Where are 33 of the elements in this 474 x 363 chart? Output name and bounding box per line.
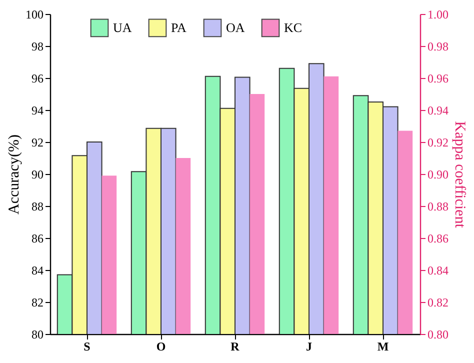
x-tick-label: J bbox=[306, 340, 312, 354]
y2-tick-label: 0.80 bbox=[428, 328, 448, 342]
y-tick-label: 92 bbox=[32, 136, 44, 150]
x-tick-label: O bbox=[156, 340, 166, 354]
y-tick-label: 94 bbox=[32, 104, 44, 118]
y-tick-label: 98 bbox=[32, 40, 44, 54]
legend-label: PA bbox=[171, 20, 188, 35]
y-tick-label: 86 bbox=[32, 232, 44, 246]
x-tick-label: S bbox=[84, 340, 91, 354]
legend-label: KC bbox=[284, 20, 302, 35]
y2-axis-title: Kappa coefficient bbox=[452, 121, 468, 229]
y2-tick-label: 0.86 bbox=[428, 232, 448, 246]
x-tick-label: M bbox=[377, 340, 389, 354]
y2-tick-label: 0.88 bbox=[428, 200, 448, 214]
y-tick-label: 82 bbox=[32, 296, 44, 310]
y-tick-label: 80 bbox=[32, 328, 44, 342]
y2-tick-label: 0.98 bbox=[428, 40, 448, 54]
y-tick-label: 84 bbox=[32, 264, 44, 278]
y-tick-label: 88 bbox=[32, 200, 44, 214]
y-tick-label: 100 bbox=[26, 8, 44, 22]
y2-tick-label: 0.92 bbox=[428, 136, 448, 150]
legend-label: UA bbox=[113, 20, 132, 35]
y2-tick-label: 0.84 bbox=[428, 264, 448, 278]
y2-tick-label: 0.96 bbox=[428, 72, 448, 86]
y-axis-title: Accuracy(%) bbox=[6, 134, 22, 214]
y2-tick-label: 0.82 bbox=[428, 296, 448, 310]
y2-tick-label: 0.94 bbox=[428, 104, 448, 118]
x-tick-label: R bbox=[230, 340, 240, 354]
legend-label: OA bbox=[226, 20, 246, 35]
y2-tick-label: 0.90 bbox=[428, 168, 448, 182]
y2-tick-label: 1.00 bbox=[428, 8, 448, 22]
y-tick-label: 96 bbox=[32, 72, 44, 86]
y-tick-label: 90 bbox=[32, 168, 44, 182]
